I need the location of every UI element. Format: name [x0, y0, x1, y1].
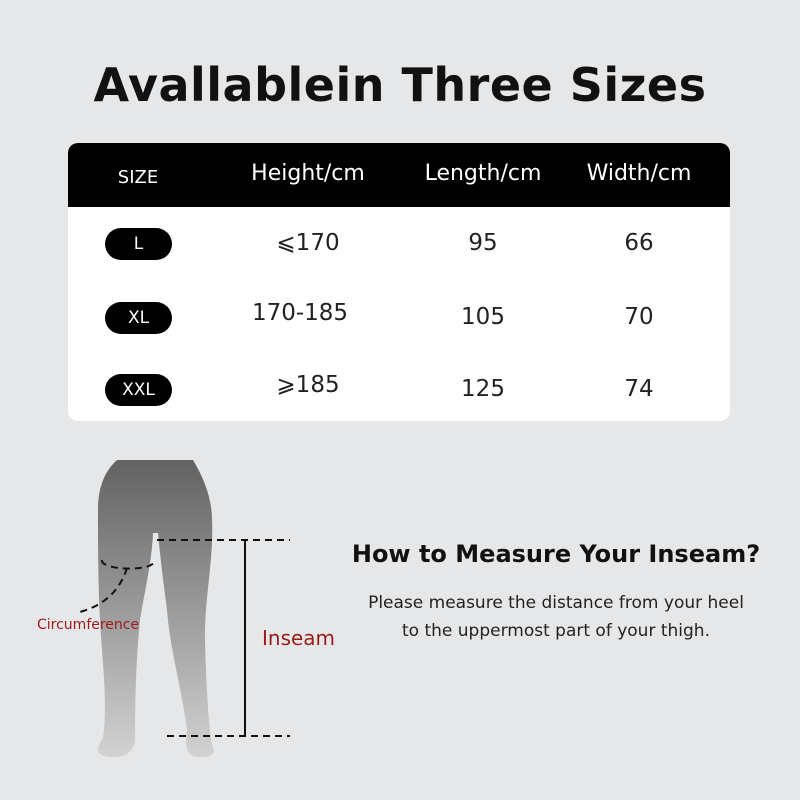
width-cell: 74	[624, 376, 654, 402]
instructions-text: Please measure the distance from your he…	[300, 589, 800, 645]
circumference-label: Circumference	[37, 617, 140, 633]
header-size: SIZE	[117, 167, 159, 188]
height-cell: 170-185	[251, 300, 349, 326]
instructions-line-1: Please measure the distance from your he…	[368, 593, 744, 613]
instructions-line-2: to the uppermost part of your thigh.	[402, 621, 710, 641]
table-header: SIZE Height/cm Length/cm Width/cm	[68, 143, 730, 207]
size-badge: L	[105, 228, 172, 260]
header-width: Width/cm	[586, 161, 692, 186]
table-row: XXL ⩾185 125 74	[68, 370, 730, 410]
header-length: Length/cm	[424, 161, 542, 186]
width-cell: 66	[624, 230, 654, 256]
length-cell: 95	[468, 230, 498, 256]
circumference-leader-line	[79, 567, 128, 613]
length-cell: 105	[461, 304, 505, 330]
inseam-label: Inseam	[262, 626, 336, 650]
width-cell: 70	[624, 304, 654, 330]
table-row: XL 170-185 105 70	[68, 298, 730, 338]
circumference-dashed-ellipse	[101, 559, 155, 570]
legs-diagram	[79, 460, 290, 758]
size-badge: XXL	[105, 374, 172, 406]
table-row: L ⩽170 95 66	[68, 224, 730, 264]
size-table: SIZE Height/cm Length/cm Width/cm L ⩽170…	[68, 143, 730, 421]
height-cell: ⩾185	[276, 372, 340, 398]
legs-silhouette	[98, 460, 214, 758]
length-cell: 125	[461, 376, 505, 402]
height-cell: ⩽170	[276, 230, 340, 256]
instructions-heading: How to Measure Your Inseam?	[351, 540, 761, 568]
header-height: Height/cm	[251, 161, 365, 186]
page-title: Avallablein Three Sizes	[93, 58, 707, 112]
size-badge: XL	[105, 302, 172, 334]
